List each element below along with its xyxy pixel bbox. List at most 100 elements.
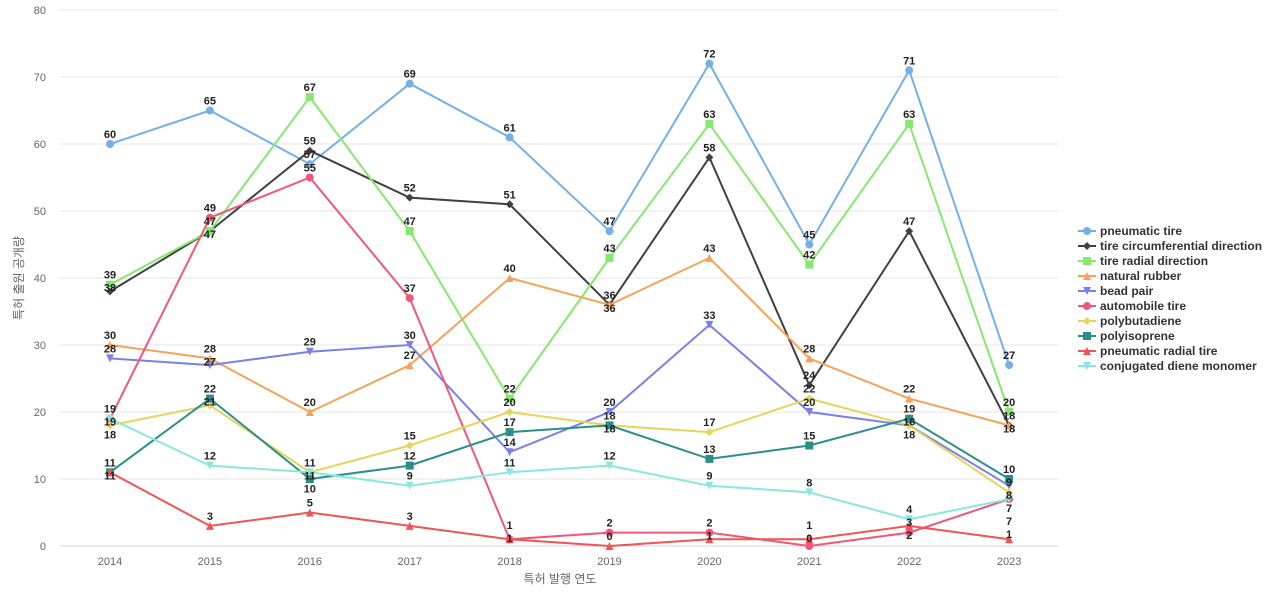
data-point-marker[interactable] (505, 468, 514, 477)
legend-marker[interactable] (1083, 301, 1091, 310)
data-point-marker[interactable] (405, 79, 414, 88)
data-point-marker[interactable] (205, 106, 214, 115)
data-point-marker[interactable] (1005, 475, 1014, 483)
data-point-marker[interactable] (405, 461, 414, 470)
legend-marker[interactable] (1083, 316, 1091, 325)
legend-item-natural-rubber[interactable]: natural rubber (1078, 268, 1262, 283)
legend-marker[interactable] (1083, 241, 1091, 250)
data-point-marker[interactable] (405, 294, 414, 303)
data-point-marker[interactable] (405, 521, 414, 530)
legend-item-pneumatic-tire[interactable]: pneumatic tire (1078, 223, 1262, 238)
series-line-polyisoprene[interactable] (109, 397, 1010, 481)
data-point-marker[interactable] (106, 468, 114, 477)
legend-marker[interactable] (1083, 286, 1091, 295)
legend-item-polybutadiene[interactable]: polybutadiene (1078, 313, 1262, 328)
series-line-natural-rubber[interactable] (109, 256, 1010, 427)
data-point-marker[interactable] (305, 173, 314, 182)
data-point-marker[interactable] (705, 59, 714, 68)
series-line-pneumatic-tire[interactable] (109, 61, 1011, 366)
legend-item-tire-circumferential-direction[interactable]: tire circumferential direction (1078, 238, 1262, 253)
series-line-polybutadiene[interactable] (109, 397, 1010, 494)
data-point-marker[interactable] (305, 408, 314, 416)
legend-marker[interactable] (1083, 226, 1091, 235)
data-point-marker[interactable] (605, 300, 614, 309)
data-point-marker[interactable] (805, 542, 814, 550)
data-point-marker[interactable] (205, 227, 214, 236)
data-point-marker[interactable] (305, 146, 314, 155)
data-point-marker[interactable] (705, 320, 714, 329)
data-point-marker[interactable] (106, 280, 114, 289)
data-point-marker[interactable] (905, 528, 914, 537)
data-point-marker[interactable] (405, 227, 414, 236)
data-point-marker[interactable] (106, 421, 114, 430)
data-point-marker[interactable] (605, 253, 614, 262)
data-point-marker[interactable] (905, 227, 914, 236)
data-point-marker[interactable] (905, 66, 914, 75)
data-point-marker[interactable] (905, 521, 914, 530)
data-point-marker[interactable] (805, 260, 814, 269)
data-point-marker[interactable] (505, 448, 514, 457)
data-point-marker[interactable] (106, 414, 114, 423)
data-point-marker[interactable] (505, 408, 514, 416)
data-point-marker[interactable] (505, 428, 514, 437)
data-point-marker[interactable] (805, 354, 814, 363)
legend-marker[interactable] (1083, 346, 1091, 355)
legend-item-conjugated-diene-monomer[interactable]: conjugated diene monomer (1078, 358, 1262, 373)
legend-item-polyisoprene[interactable]: polyisoprene (1078, 328, 1262, 343)
data-point-marker[interactable] (106, 140, 114, 148)
data-point-marker[interactable] (1005, 361, 1014, 370)
data-point-marker[interactable] (405, 341, 414, 349)
series-line-conjugated-diene-monomer[interactable] (109, 417, 1010, 521)
series-line-bead-pair[interactable] (109, 323, 1010, 487)
data-point-marker[interactable] (1005, 535, 1014, 544)
data-point-marker[interactable] (705, 481, 714, 490)
data-point-marker[interactable] (805, 535, 814, 544)
data-point-marker[interactable] (805, 488, 814, 497)
legend-marker[interactable] (1083, 256, 1091, 265)
data-point-marker[interactable] (905, 394, 914, 403)
legend-marker[interactable] (1083, 331, 1091, 340)
data-point-marker[interactable] (905, 421, 914, 430)
data-point-marker[interactable] (605, 408, 614, 416)
data-point-marker[interactable] (405, 481, 414, 490)
data-point-marker[interactable] (405, 193, 414, 202)
data-point-marker[interactable] (305, 93, 314, 102)
legend-item-bead-pair[interactable]: bead pair (1078, 283, 1262, 298)
data-point-marker[interactable] (705, 528, 714, 537)
legend-item-pneumatic-radial-tire[interactable]: pneumatic radial tire (1078, 343, 1262, 358)
data-point-marker[interactable] (305, 508, 314, 517)
data-point-marker[interactable] (705, 253, 714, 262)
data-point-marker[interactable] (1005, 495, 1014, 504)
data-point-marker[interactable] (1005, 481, 1014, 490)
data-point-marker[interactable] (106, 341, 114, 349)
data-point-marker[interactable] (205, 394, 214, 403)
data-point-marker[interactable] (505, 394, 514, 403)
data-point-marker[interactable] (205, 361, 214, 370)
data-point-marker[interactable] (1005, 421, 1014, 430)
data-point-marker[interactable] (405, 441, 414, 450)
data-point-marker[interactable] (805, 394, 814, 403)
data-point-marker[interactable] (405, 361, 414, 370)
data-point-marker[interactable] (705, 119, 714, 128)
data-point-marker[interactable] (805, 408, 814, 416)
data-point-marker[interactable] (1005, 488, 1014, 497)
data-point-marker[interactable] (605, 227, 614, 236)
series-line-tire-radial-direction[interactable] (109, 95, 1011, 413)
data-point-marker[interactable] (505, 535, 514, 544)
data-point-marker[interactable] (605, 542, 614, 550)
series-line-tire-circumferential-direction[interactable] (109, 149, 1010, 426)
data-point-marker[interactable] (205, 354, 214, 363)
data-point-marker[interactable] (705, 153, 714, 162)
data-point-marker[interactable] (605, 421, 614, 430)
data-point-marker[interactable] (305, 475, 314, 483)
data-point-marker[interactable] (705, 535, 714, 544)
data-point-marker[interactable] (605, 461, 614, 470)
series-line-pneumatic-radial-tire[interactable] (109, 471, 1010, 548)
legend-marker[interactable] (1083, 361, 1091, 370)
data-point-marker[interactable] (905, 119, 914, 128)
data-point-marker[interactable] (106, 354, 114, 363)
data-point-marker[interactable] (805, 240, 814, 249)
data-point-marker[interactable] (605, 528, 614, 537)
legend-item-tire-radial-direction[interactable]: tire radial direction (1078, 253, 1262, 268)
data-point-marker[interactable] (905, 414, 914, 423)
